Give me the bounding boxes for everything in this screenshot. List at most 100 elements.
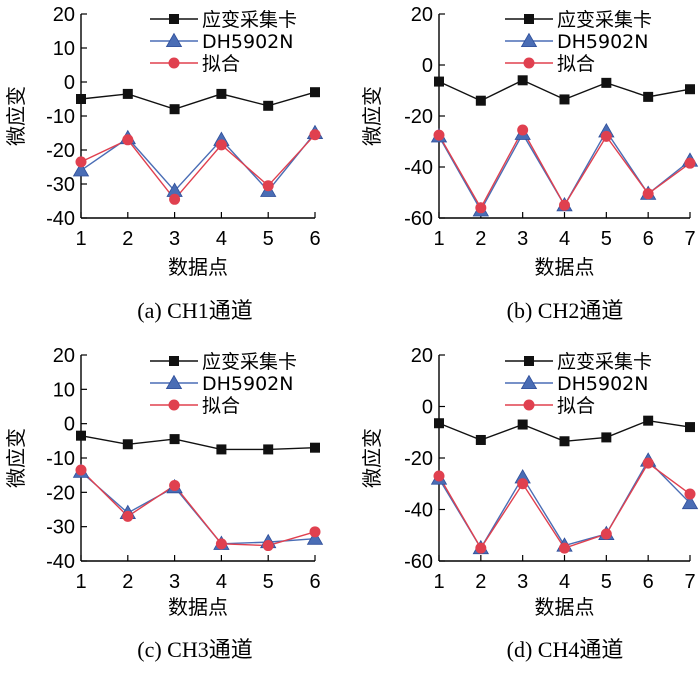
legend-label: 拟合 <box>557 53 595 75</box>
y-tick-label: -60 <box>404 208 433 230</box>
data-point-circle <box>600 130 612 142</box>
y-tick-label: 0 <box>422 55 433 77</box>
x-tick-label: 1 <box>433 228 444 250</box>
series-line-circle <box>80 469 316 547</box>
data-point-circle <box>309 526 321 538</box>
data-point-square <box>216 444 227 455</box>
data-point-square <box>216 88 227 99</box>
legend-label: 拟合 <box>202 395 240 417</box>
data-point-circle <box>75 156 87 168</box>
legend-label: DH5902N <box>557 373 648 395</box>
y-tick-label: -40 <box>404 157 433 179</box>
y-tick-label: -60 <box>404 551 433 573</box>
y-tick-label: -30 <box>46 174 75 196</box>
y-tick-label: -40 <box>46 551 75 573</box>
legend-label: 拟合 <box>202 53 240 75</box>
y-tick-label: -20 <box>404 106 433 128</box>
x-tick-label: 1 <box>433 571 444 593</box>
data-point-square <box>601 77 612 88</box>
x-tick-label: 6 <box>643 228 654 250</box>
data-point-square <box>517 419 528 430</box>
legend-marker-square <box>169 356 179 366</box>
y-axis-title: 微应变 <box>4 428 28 488</box>
y-tick-label: -20 <box>46 140 75 162</box>
y-tick-label: 0 <box>422 397 433 419</box>
y-tick-label: -20 <box>404 448 433 470</box>
legend-label: 拟合 <box>557 395 595 417</box>
x-tick-label: 2 <box>122 228 133 250</box>
y-tick-label: 20 <box>411 4 433 26</box>
y-tick-label: -40 <box>404 500 433 522</box>
data-point-square <box>475 434 486 445</box>
data-point-triangle <box>72 162 90 177</box>
panel-caption: (c) CH3通道 <box>137 637 252 662</box>
y-tick-label: 10 <box>53 38 75 60</box>
data-point-square <box>643 91 654 102</box>
x-tick-label: 1 <box>75 228 86 250</box>
data-point-circle <box>122 134 134 146</box>
panel-caption: (a) CH1通道 <box>137 298 252 323</box>
legend-marker-circle <box>523 399 535 411</box>
data-point-square <box>601 432 612 443</box>
legend-label: 应变采集卡 <box>557 351 652 373</box>
data-point-square <box>169 104 180 115</box>
y-tick-label: 20 <box>411 345 433 367</box>
chart-panel-c: 20 10 0 -10 -20 -30 -401 2 3 4 5 6 数据点 微应变 应变采集卡DH5902… <box>4 345 324 662</box>
legend-marker-circle <box>168 399 180 411</box>
x-axis-title: 数据点 <box>168 595 228 619</box>
data-point-circle <box>684 488 696 500</box>
data-point-square <box>76 430 86 441</box>
x-tick-label: 4 <box>559 571 570 593</box>
x-tick-label: 3 <box>169 571 180 593</box>
data-point-circle <box>475 202 487 214</box>
legend-label: 应变采集卡 <box>202 9 297 31</box>
series-line-triangle <box>80 132 316 192</box>
data-point-circle <box>215 538 227 550</box>
legend-marker-square <box>169 14 179 24</box>
legend-marker-triangle <box>165 374 183 390</box>
data-point-circle <box>122 510 134 522</box>
data-point-circle <box>75 464 87 476</box>
legend-label: 应变采集卡 <box>557 9 652 31</box>
legend-marker-triangle <box>520 32 538 48</box>
legend-marker-triangle <box>520 374 538 390</box>
panel-caption: (b) CH2通道 <box>507 298 624 323</box>
data-point-circle <box>309 129 321 141</box>
data-point-circle <box>169 479 181 491</box>
y-tick-label: 20 <box>53 345 75 367</box>
legend-label: DH5902N <box>202 31 293 53</box>
series-line-triangle <box>80 471 316 545</box>
data-point-circle <box>642 457 654 469</box>
data-point-square <box>76 94 86 104</box>
data-point-circle <box>600 528 612 540</box>
x-axis-title: 数据点 <box>535 595 595 619</box>
x-tick-label: 6 <box>309 228 320 250</box>
x-tick-label: 6 <box>309 571 320 593</box>
data-point-square <box>475 95 486 106</box>
data-point-triangle <box>681 494 699 510</box>
x-tick-label: 2 <box>122 571 133 593</box>
data-point-circle <box>262 540 274 552</box>
y-tick-label: 0 <box>64 72 75 94</box>
x-tick-label: 7 <box>684 228 695 250</box>
x-tick-label: 3 <box>517 571 528 593</box>
y-axis-title: 微应变 <box>360 428 384 488</box>
data-point-circle <box>517 124 529 136</box>
y-axis-title: 微应变 <box>4 86 28 146</box>
x-tick-label: 6 <box>643 571 654 593</box>
data-point-circle <box>559 542 570 554</box>
data-point-circle <box>433 129 445 141</box>
data-point-square <box>685 422 695 433</box>
y-tick-label: -10 <box>46 448 75 470</box>
x-tick-label: 7 <box>684 571 695 593</box>
data-point-square <box>517 75 528 86</box>
data-point-square <box>434 418 444 429</box>
x-tick-label: 4 <box>559 228 570 250</box>
x-tick-label: 2 <box>475 571 486 593</box>
x-axis-title: 数据点 <box>535 255 595 279</box>
y-tick-label: 0 <box>64 414 75 436</box>
x-tick-label: 3 <box>169 228 180 250</box>
chart-panel-a: 20 10 0 -10 -20 -30 -401 2 3 4 5 6 数据点 微应变 应变采集卡DH5902… <box>4 4 324 323</box>
